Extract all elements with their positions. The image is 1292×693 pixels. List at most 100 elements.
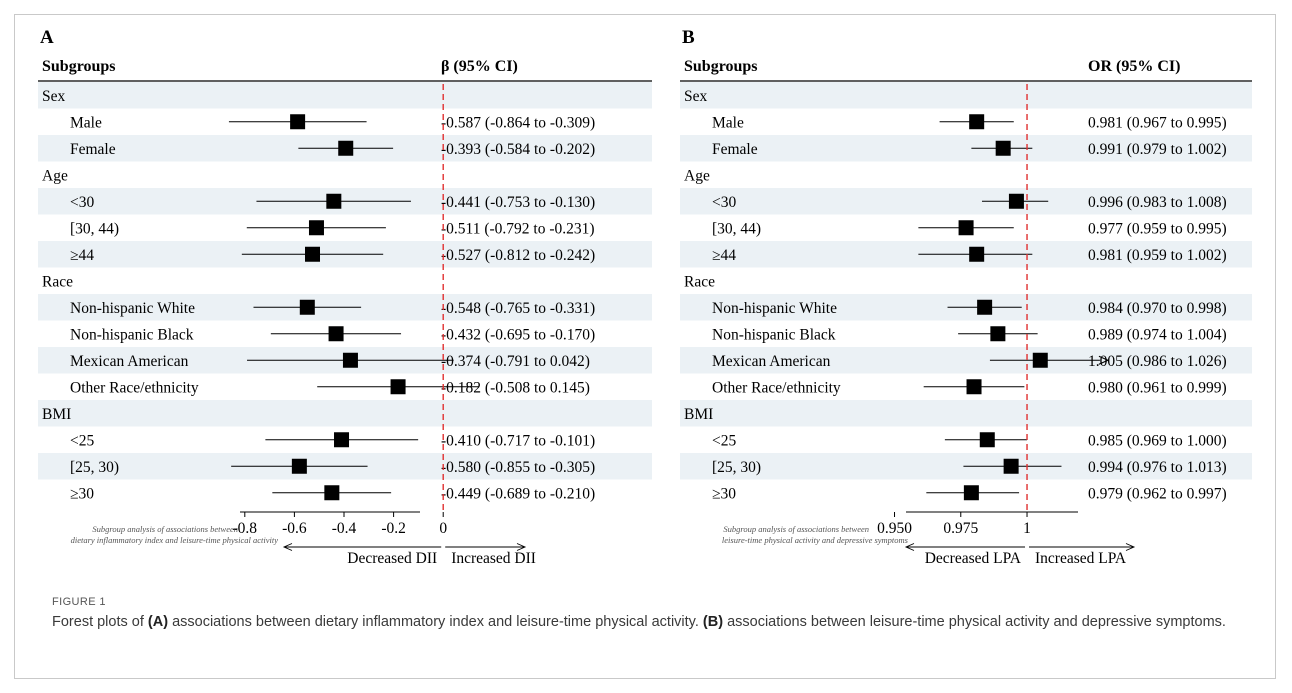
- panel-a-row-ci-text: -0.182 (-0.508 to 0.145): [441, 379, 590, 396]
- panel-b-row-ci-text: 0.977 (0.959 to 0.995): [1088, 220, 1227, 237]
- panel-b-row-label: Sex: [684, 88, 708, 105]
- panel-a-row-band: [38, 400, 652, 427]
- panel-a-row-ci-text: -0.410 (-0.717 to -0.101): [441, 432, 595, 449]
- panel-b-row-label: ≥44: [712, 247, 736, 264]
- panel-b-direction-label-left: Decreased LPA: [925, 550, 1022, 567]
- panel-b-row-label: Non-hispanic Black: [712, 326, 836, 343]
- panel-b-row-ci-text: 0.991 (0.979 to 1.002): [1088, 141, 1227, 158]
- panel-b-row-label: Non-hispanic White: [712, 300, 837, 317]
- panel-b-row-ci-text: 0.989 (0.974 to 1.004): [1088, 326, 1227, 343]
- panel-a-row-label: Race: [42, 273, 73, 290]
- panel-b-header-subgroups: Subgroups: [684, 58, 758, 75]
- panel-b-x-tick-label: 1: [1023, 520, 1031, 537]
- panel-a-row-ci-text: -0.580 (-0.855 to -0.305): [441, 459, 595, 476]
- panel-a-row-label: <30: [70, 194, 94, 211]
- panel-b-point-estimate: [979, 432, 995, 448]
- panel-a-row-ci-text: -0.441 (-0.753 to -0.130): [441, 194, 595, 211]
- panel-a-point-estimate: [299, 299, 315, 315]
- panel-b-row-ci-text: 0.985 (0.969 to 1.000): [1088, 432, 1227, 449]
- panel-a-row-label: Sex: [42, 88, 66, 105]
- panel-b-row-band: [680, 400, 1252, 427]
- panel-a-row-ci-text: -0.587 (-0.864 to -0.309): [441, 114, 595, 131]
- panel-a-row-label: <25: [70, 432, 94, 449]
- panel-a-point-estimate: [291, 458, 307, 474]
- caption-panel-ref: (A): [147, 614, 169, 630]
- panel-b-row-ci-text: 0.979 (0.962 to 0.997): [1088, 485, 1227, 502]
- panel-a-direction-label-right: Increased DII: [451, 550, 536, 567]
- panel-a-x-tick-label: 0: [439, 520, 447, 537]
- panel-b-row-ci-text: 0.981 (0.967 to 0.995): [1088, 114, 1227, 131]
- panel-b-x-tick-label: 0.975: [943, 520, 978, 537]
- panel-b-row-label: ≥30: [712, 485, 736, 502]
- panel-b-row-label: Other Race/ethnicity: [712, 379, 841, 396]
- panel-a-row-label: [30, 44): [70, 220, 119, 237]
- panel-a-row-label: Mexican American: [70, 353, 189, 370]
- panel-b-point-estimate: [963, 485, 979, 501]
- panel-b-row-ci-text: 0.984 (0.970 to 0.998): [1088, 300, 1227, 317]
- panel-b-direction-label-right: Increased LPA: [1035, 550, 1127, 567]
- panel-b-row-label: <25: [712, 432, 736, 449]
- panel-a-row-label: Non-hispanic Black: [70, 326, 194, 343]
- panel-a-row-label: Female: [70, 141, 116, 158]
- panel-b-row-label: Female: [712, 141, 758, 158]
- panel-a-footnote-line: dietary inflammatory index and leisure-t…: [71, 535, 279, 545]
- panel-b-row-band: [680, 188, 1252, 215]
- panel-b-row-label: BMI: [684, 406, 713, 423]
- panel-a-point-estimate: [324, 485, 340, 501]
- panel-b-ci-arrow: [1098, 355, 1110, 365]
- panel-a-x-tick-label: -0.2: [381, 520, 406, 537]
- panel-b-point-estimate: [1032, 352, 1048, 368]
- panel-a-point-estimate: [390, 379, 406, 395]
- panel-b-point-estimate: [977, 299, 993, 315]
- panel-a-row-band: [38, 82, 652, 109]
- panel-a-row-label: ≥30: [70, 485, 94, 502]
- panel-a-x-tick-label: -0.6: [282, 520, 307, 537]
- panel-b-row-label: [30, 44): [712, 220, 761, 237]
- panel-b-row-band: [680, 135, 1252, 162]
- panel-b-point-estimate: [966, 379, 982, 395]
- panel-a-row-ci-text: -0.432 (-0.695 to -0.170): [441, 326, 595, 343]
- panel-a-row-ci-text: -0.393 (-0.584 to -0.202): [441, 141, 595, 158]
- forest-plot-b: B Subgroups OR (95% CI) Sex Male 0.981 (0.967…: [680, 18, 1252, 593]
- panel-b-direction-arrowhead-left: [904, 543, 915, 551]
- panel-a-row-label: Other Race/ethnicity: [70, 379, 199, 396]
- figure-caption-text: Forest plots of (A) associations between…: [52, 614, 1226, 630]
- figure-caption: FIGURE 1 Forest plots of (A) association…: [52, 596, 1252, 633]
- panel-a-direction-label-left: Decreased DII: [347, 550, 437, 567]
- panel-a-point-estimate: [326, 193, 342, 209]
- panel-b-row-label: Male: [712, 114, 744, 131]
- figure-label: FIGURE 1: [52, 596, 106, 608]
- panel-a-row-ci-text: -0.374 (-0.791 to 0.042): [441, 353, 590, 370]
- panel-a-point-estimate: [328, 326, 344, 342]
- panel-b-point-estimate: [969, 114, 985, 130]
- panel-a-row-label: ≥44: [70, 247, 94, 264]
- panel-a-point-estimate: [334, 432, 350, 448]
- panel-a-header-subgroups: Subgroups: [42, 58, 116, 75]
- panel-b-row-ci-text: 0.980 (0.961 to 0.999): [1088, 379, 1227, 396]
- panel-b-row-ci-text: 0.996 (0.983 to 1.008): [1088, 194, 1227, 211]
- panel-a-row-ci-text: -0.548 (-0.765 to -0.331): [441, 300, 595, 317]
- panel-b-footnote-line: leisure-time physical activity and depre…: [722, 535, 909, 545]
- panel-a-point-estimate: [308, 220, 324, 236]
- panel-b-row-label: [25, 30): [712, 459, 761, 476]
- panel-a-x-tick-label: -0.8: [233, 520, 258, 537]
- panel-b-row-label: Age: [684, 167, 710, 184]
- panel-a-point-estimate: [338, 140, 354, 156]
- panel-b-row-ci-text: 0.994 (0.976 to 1.013): [1088, 459, 1227, 476]
- panel-b-row-band: [680, 347, 1252, 374]
- panel-a-point-estimate: [342, 352, 358, 368]
- panel-a-row-ci-text: -0.511 (-0.792 to -0.231): [441, 220, 595, 237]
- panel-b-point-estimate: [990, 326, 1006, 342]
- panel-b-point-estimate: [995, 140, 1011, 156]
- panel-b-x-tick-label: 0.950: [877, 520, 912, 537]
- panel-b-row-label: Mexican American: [712, 353, 831, 370]
- caption-part: Forest plots of: [52, 614, 148, 630]
- panel-a-row-ci-text: -0.449 (-0.689 to -0.210): [441, 485, 595, 502]
- panel-b-direction-arrowhead-right: [1125, 543, 1136, 551]
- panel-a-row-ci-text: -0.527 (-0.812 to -0.242): [441, 247, 595, 264]
- panel-a-direction-arrowhead-right: [516, 543, 527, 551]
- panel-a-row-label: Non-hispanic White: [70, 300, 195, 317]
- panel-a-point-estimate: [305, 246, 321, 262]
